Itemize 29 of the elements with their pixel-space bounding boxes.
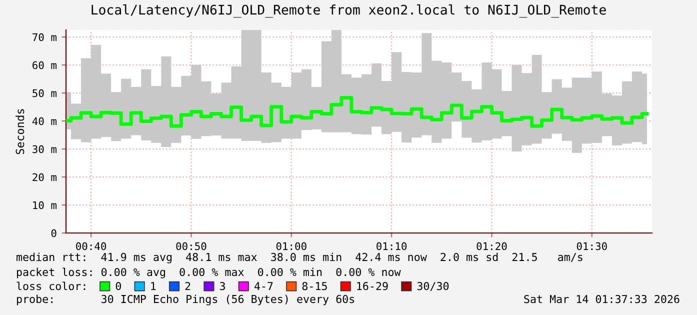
legend-label: 2 (185, 282, 190, 290)
y-tick-label: 30 m (32, 145, 56, 154)
y-tick-label: 70 m (32, 33, 56, 42)
legend-label: 3 (220, 282, 225, 290)
legend-label: 8-15 (302, 282, 327, 290)
legend-label: 16-29 (357, 282, 388, 290)
y-tick-label: 40 m (32, 117, 56, 126)
x-tick-label: 00:50 (176, 242, 206, 250)
y-tick-label: 0 (51, 229, 56, 238)
legend-label: 4-7 (254, 282, 273, 290)
x-tick-label: 01:20 (476, 242, 507, 250)
text: probe: 30 ICMP Echo Pings (56 Bytes) every 60s (17, 294, 354, 306)
x-tick-label: 01:00 (276, 242, 306, 250)
legend-label: 0 (116, 282, 121, 290)
y-axis-title: Seconds (16, 109, 24, 154)
y-tick-label: 50 m (32, 89, 56, 98)
y-tick-label: 60 m (32, 61, 56, 70)
text: packet loss: 0.00 % avg 0.00 % max 0.00 % min 0.00 % now (17, 268, 401, 278)
x-tick-label: 00:40 (76, 242, 106, 250)
y-tick-label: 10 m (33, 201, 56, 210)
x-tick-label: 01:10 (376, 242, 407, 250)
legend-title: loss color: (16, 282, 86, 290)
x-tick-label: 01:30 (576, 242, 607, 250)
legend-label: 1 (151, 282, 156, 290)
text: Sat Mar 14 01:37:33 2026 (524, 294, 680, 304)
chart-title: Local/Latency/N6IJ_OLD_Remote from xeon2.local to N6IJ_OLD_Remote (92, 4, 606, 18)
text: median rtt: 41.9 ms avg 48.1 ms max 38.0 ms min 42.4 ms now 2.0 ms sd 21.5 am/s (16, 252, 582, 264)
legend-label: 30/30 (417, 282, 449, 292)
y-tick-label: 20 m (32, 173, 56, 182)
